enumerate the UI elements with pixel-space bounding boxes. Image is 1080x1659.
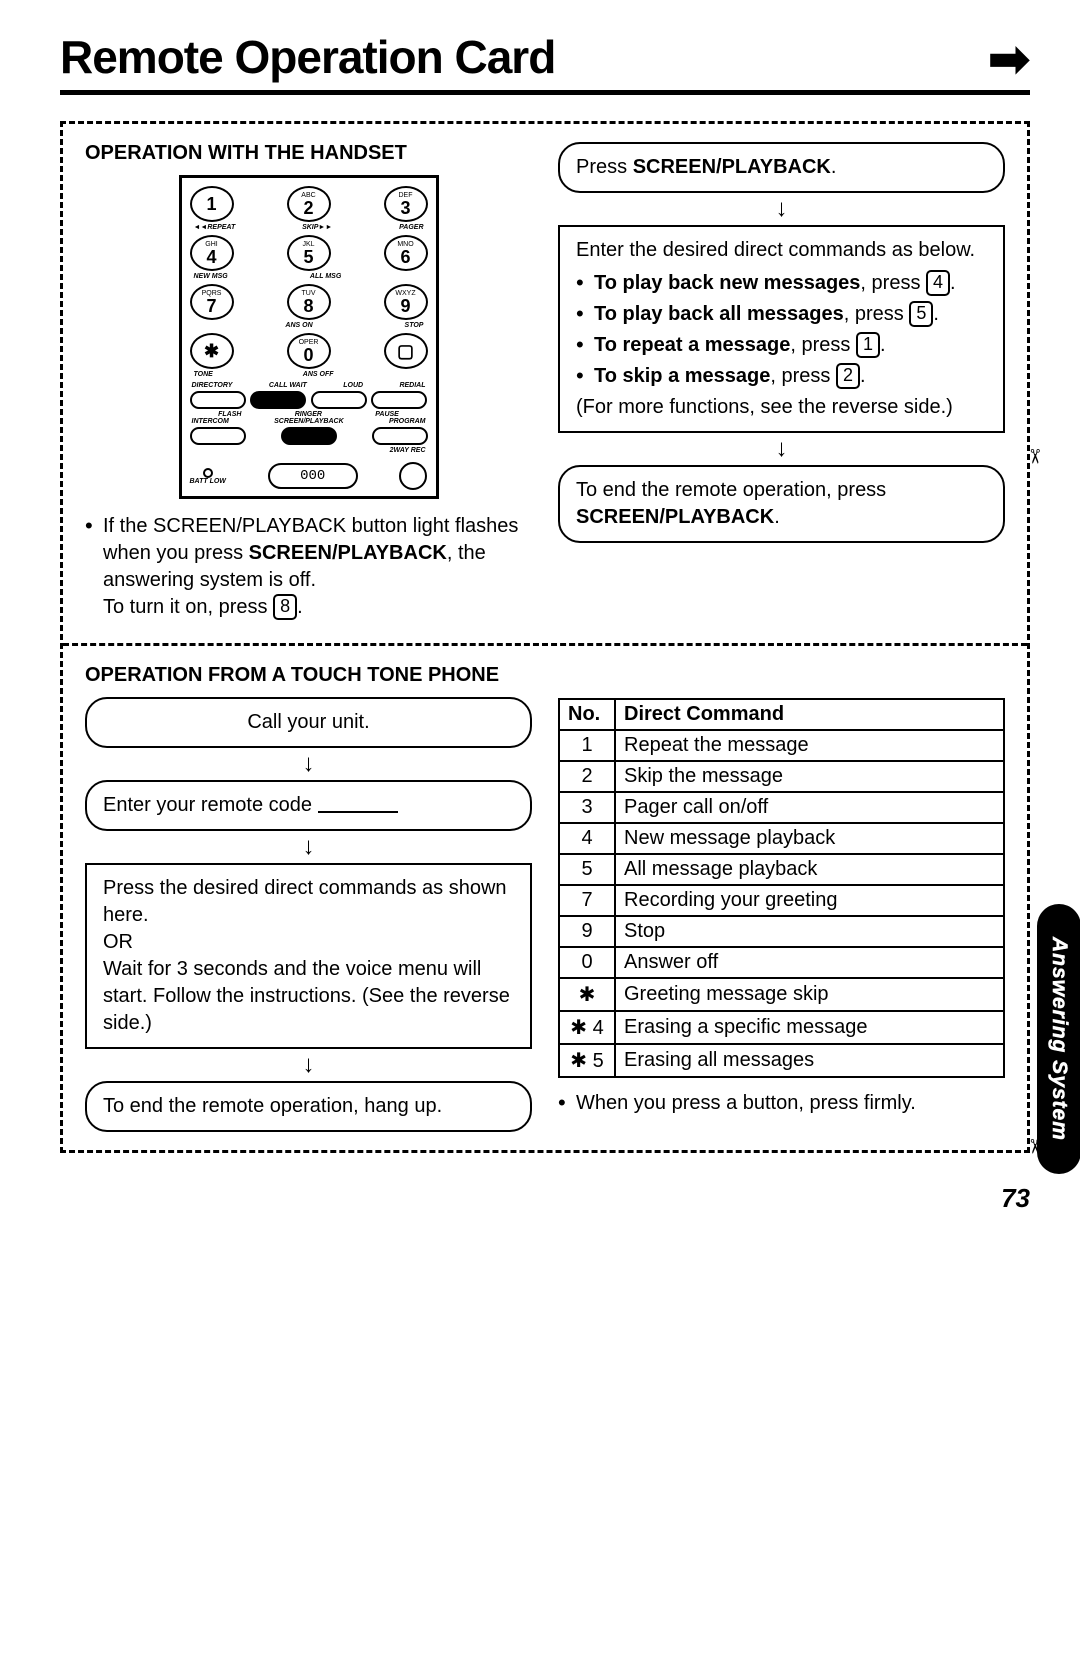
text: . xyxy=(774,506,780,528)
handset-heading: OPERATION WITH THE HANDSET xyxy=(85,142,532,165)
text: Press xyxy=(576,156,633,178)
down-arrow-icon: ↓ xyxy=(85,835,532,859)
text-bold: SCREEN/PLAYBACK xyxy=(633,156,831,178)
touchtone-heading: OPERATION FROM A TOUCH TONE PHONE xyxy=(85,664,532,687)
table-header-cmd: Direct Command xyxy=(615,699,1004,730)
command-table: No. Direct Command 1Repeat the message2S… xyxy=(558,698,1005,1078)
table-row: 7Recording your greeting xyxy=(559,885,1004,916)
step-box-press-playback: Press SCREEN/PLAYBACK. xyxy=(558,142,1005,193)
step-box-commands: Enter the desired direct commands as bel… xyxy=(558,225,1005,433)
table-row: 4New message playback xyxy=(559,823,1004,854)
text: . xyxy=(297,596,303,618)
down-arrow-icon: ↓ xyxy=(558,437,1005,461)
blank-line xyxy=(318,811,398,813)
card-divider xyxy=(63,643,1027,646)
section-tab: Answering System xyxy=(1037,904,1080,1174)
keycap-8: 8 xyxy=(273,594,297,620)
table-header-no: No. xyxy=(559,699,615,730)
scissors-icon: ✂ xyxy=(1022,448,1047,465)
text: . xyxy=(831,156,837,178)
command-item: To skip a message, press 2. xyxy=(576,363,987,390)
table-row: ✱ 4Erasing a specific message xyxy=(559,1011,1004,1044)
step-call-unit: Call your unit. xyxy=(85,697,532,748)
section-tab-label: Answering System xyxy=(1047,937,1071,1141)
text-bold: SCREEN/PLAYBACK xyxy=(249,542,447,564)
text: Enter your remote code xyxy=(103,794,318,816)
command-item: To repeat a message, press 1. xyxy=(576,332,987,359)
text-bold: SCREEN/PLAYBACK xyxy=(576,506,774,528)
handset-note: If the SCREEN/PLAYBACK button light flas… xyxy=(85,513,532,621)
table-row: 5All message playback xyxy=(559,854,1004,885)
table-row: 9Stop xyxy=(559,916,1004,947)
operation-card: ✂ ✂ OPERATION WITH THE HANDSET 1ABC2DEF3… xyxy=(60,121,1030,1153)
step-enter-code: Enter your remote code xyxy=(85,780,532,831)
table-footnote: When you press a button, press firmly. xyxy=(558,1090,1005,1117)
text: Enter the desired direct commands as bel… xyxy=(576,237,987,264)
command-item: To play back all messages, press 5. xyxy=(576,301,987,328)
step-box-end: To end the remote operation, press SCREE… xyxy=(558,465,1005,543)
table-row: 3Pager call on/off xyxy=(559,792,1004,823)
text: To turn it on, press xyxy=(103,596,273,618)
text: To end the remote operation, press xyxy=(576,479,886,501)
handset-diagram: 1ABC2DEF3◄◄REPEATSKIP►►PAGERGHI4JKL5MNO6… xyxy=(179,175,439,499)
table-row: ✱ 5Erasing all messages xyxy=(559,1044,1004,1077)
down-arrow-icon: ↓ xyxy=(85,1053,532,1077)
page-title: Remote Operation Card xyxy=(60,30,555,84)
title-bar: Remote Operation Card ➡ xyxy=(60,30,1030,95)
down-arrow-icon: ↓ xyxy=(85,752,532,776)
step-press-commands: Press the desired direct commands as sho… xyxy=(85,863,532,1049)
table-row: 1Repeat the message xyxy=(559,730,1004,761)
command-item: To play back new messages, press 4. xyxy=(576,270,987,297)
table-row: 0Answer off xyxy=(559,947,1004,978)
continue-arrow-icon: ➡ xyxy=(988,30,1030,88)
text: (For more functions, see the reverse sid… xyxy=(576,394,987,421)
page-number: 73 xyxy=(60,1183,1030,1214)
table-row: 2Skip the message xyxy=(559,761,1004,792)
down-arrow-icon: ↓ xyxy=(558,197,1005,221)
table-row: ✱Greeting message skip xyxy=(559,978,1004,1011)
step-hang-up: To end the remote operation, hang up. xyxy=(85,1081,532,1132)
